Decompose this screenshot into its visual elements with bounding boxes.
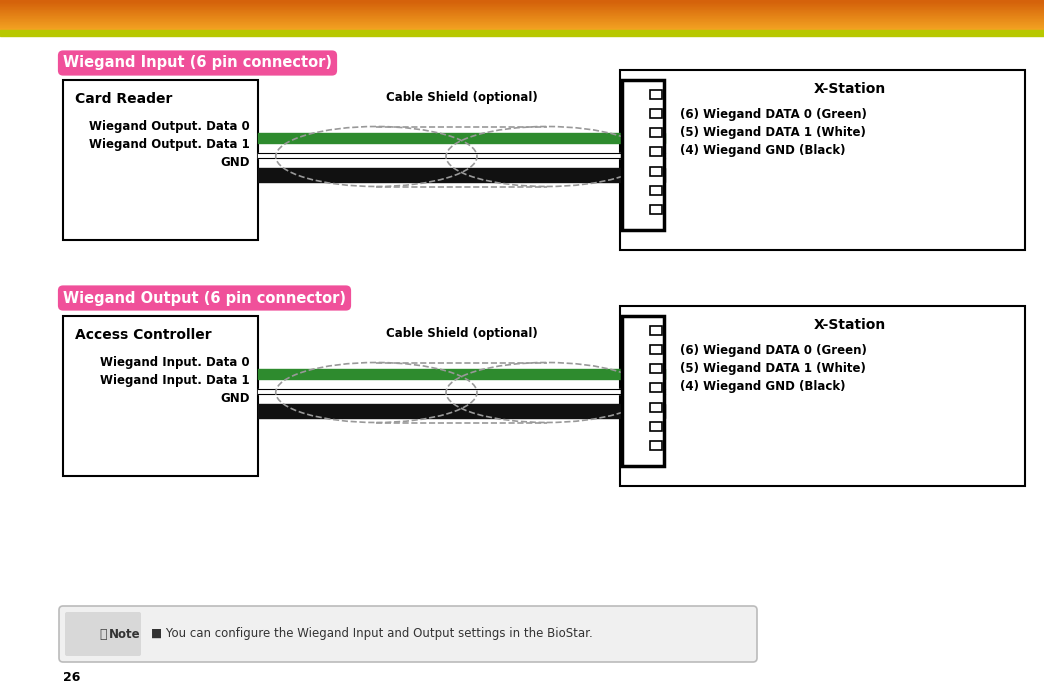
Bar <box>650 345 662 354</box>
Bar <box>0 19 1044 20</box>
Text: ■ You can configure the Wiegand Input and Output settings in the BioStar.: ■ You can configure the Wiegand Input an… <box>151 628 593 641</box>
Bar <box>0 20 1044 21</box>
Bar <box>0 14 1044 15</box>
Text: (5) Wiegand DATA 1 (White): (5) Wiegand DATA 1 (White) <box>680 362 865 375</box>
Bar <box>0 1 1044 2</box>
Bar <box>650 383 662 392</box>
Bar <box>0 6 1044 8</box>
Bar <box>650 90 662 99</box>
Text: Wiegand Input. Data 0: Wiegand Input. Data 0 <box>100 356 250 369</box>
Bar <box>620 70 1025 250</box>
Text: X-Station: X-Station <box>814 82 886 96</box>
Bar <box>0 2 1044 3</box>
Bar <box>0 17 1044 18</box>
Bar <box>0 13 1044 14</box>
Bar <box>0 0 1044 1</box>
Bar <box>63 316 258 476</box>
Bar <box>0 7 1044 8</box>
Bar <box>650 364 662 373</box>
Bar <box>0 6 1044 7</box>
Text: GND: GND <box>220 156 250 169</box>
Bar <box>650 422 662 431</box>
Bar <box>622 316 664 466</box>
Bar <box>63 80 258 240</box>
FancyBboxPatch shape <box>60 606 757 662</box>
Text: Note: Note <box>110 628 141 641</box>
Bar <box>650 167 662 176</box>
Bar <box>0 25 1044 27</box>
Bar <box>0 30 1044 36</box>
Text: X-Station: X-Station <box>814 318 886 332</box>
Bar <box>0 20 1044 22</box>
Bar <box>0 9 1044 10</box>
Text: (4) Wiegand GND (Black): (4) Wiegand GND (Black) <box>680 144 846 157</box>
Bar <box>0 22 1044 23</box>
Bar <box>0 18 1044 20</box>
Bar <box>0 3 1044 4</box>
Bar <box>0 29 1044 30</box>
Text: Wiegand Input (6 pin connector): Wiegand Input (6 pin connector) <box>63 56 332 70</box>
Bar <box>0 10 1044 11</box>
Bar <box>0 23 1044 24</box>
Bar <box>0 16 1044 17</box>
Bar <box>0 17 1044 19</box>
Bar <box>0 26 1044 27</box>
Text: GND: GND <box>220 392 250 405</box>
Bar <box>0 11 1044 13</box>
Bar <box>650 441 662 450</box>
Bar <box>0 5 1044 6</box>
Text: Wiegand Output. Data 0: Wiegand Output. Data 0 <box>89 120 250 133</box>
Bar <box>620 306 1025 486</box>
Bar <box>0 27 1044 28</box>
Bar <box>0 15 1044 16</box>
Bar <box>622 80 664 230</box>
Bar <box>650 403 662 412</box>
Text: Cable Shield (optional): Cable Shield (optional) <box>385 91 538 105</box>
Bar <box>650 205 662 214</box>
Text: 26: 26 <box>63 671 80 684</box>
Text: Card Reader: Card Reader <box>75 92 172 106</box>
Bar <box>0 0 1044 1</box>
Bar <box>650 109 662 118</box>
Bar <box>0 27 1044 29</box>
Bar <box>650 326 662 335</box>
FancyBboxPatch shape <box>65 612 141 656</box>
Bar <box>0 8 1044 9</box>
Bar <box>0 8 1044 10</box>
Bar <box>0 15 1044 17</box>
Text: Cable Shield (optional): Cable Shield (optional) <box>385 327 538 341</box>
Bar <box>0 4 1044 6</box>
Bar <box>650 186 662 195</box>
Bar <box>0 21 1044 22</box>
Bar <box>0 10 1044 12</box>
Text: (5) Wiegand DATA 1 (White): (5) Wiegand DATA 1 (White) <box>680 126 865 139</box>
Bar <box>0 28 1044 29</box>
Text: 📖: 📖 <box>99 628 106 641</box>
Bar <box>650 147 662 156</box>
Text: Wiegand Output. Data 1: Wiegand Output. Data 1 <box>89 138 250 151</box>
Text: (4) Wiegand GND (Black): (4) Wiegand GND (Black) <box>680 380 846 393</box>
Bar <box>650 128 662 138</box>
Text: Wiegand Output (6 pin connector): Wiegand Output (6 pin connector) <box>63 290 346 306</box>
Bar <box>0 24 1044 26</box>
Text: (6) Wiegand DATA 0 (Green): (6) Wiegand DATA 0 (Green) <box>680 344 867 357</box>
Text: Access Controller: Access Controller <box>75 328 212 342</box>
Text: (6) Wiegand DATA 0 (Green): (6) Wiegand DATA 0 (Green) <box>680 108 867 121</box>
Text: Wiegand Input. Data 1: Wiegand Input. Data 1 <box>100 374 250 387</box>
